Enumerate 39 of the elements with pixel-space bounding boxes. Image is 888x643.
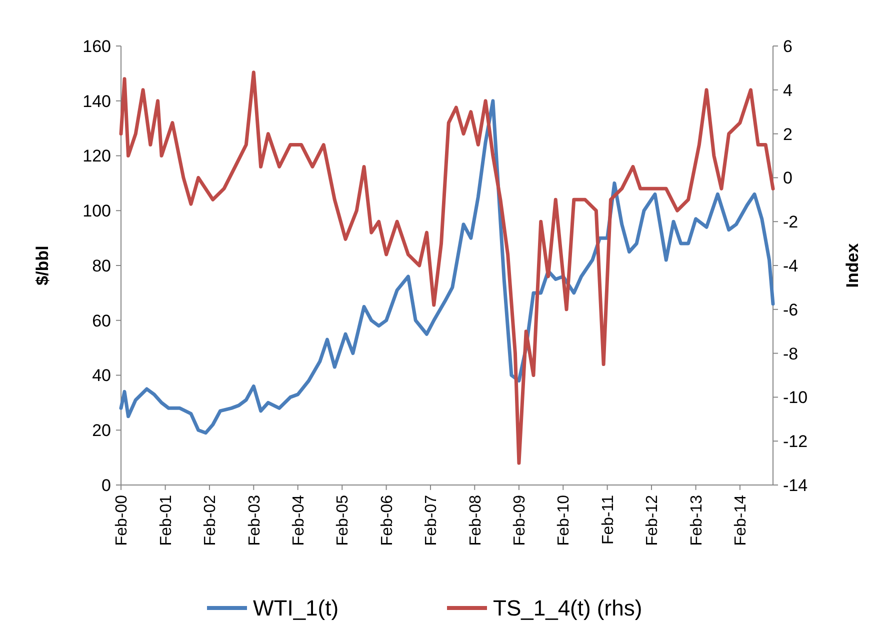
x-tick-label: Feb-01 — [158, 494, 175, 546]
y-tick-label: 100 — [82, 202, 111, 221]
y-tick-label: 80 — [92, 256, 111, 276]
y2-tick-label: -2 — [783, 212, 798, 232]
x-tick-label: Feb-02 — [202, 494, 220, 546]
x-tick-label: Feb-09 — [512, 494, 529, 546]
x-tick-label: Feb-03 — [246, 494, 264, 546]
y2-tick-label: -6 — [783, 300, 798, 320]
x-tick-label: Feb-08 — [467, 494, 484, 546]
y2-tick-label: 6 — [783, 36, 792, 56]
y-tick-label: 160 — [82, 36, 111, 56]
y-tick-label: 60 — [92, 311, 111, 330]
y2-tick-label: -12 — [783, 432, 808, 452]
y2-tick-label: -4 — [783, 256, 798, 276]
y2-tick-label: 0 — [783, 168, 792, 188]
y-axis-title: $/bbl — [33, 246, 52, 286]
x-tick-label: Feb-11 — [600, 494, 617, 545]
x-tick-label: Feb-07 — [423, 494, 440, 546]
y2-tick-label: -10 — [783, 388, 808, 408]
legend-label: WTI_1(t) — [253, 596, 339, 621]
y-tick-label: 20 — [92, 421, 111, 440]
x-tick-label: Feb-04 — [290, 494, 308, 546]
x-tick-label: Feb-14 — [732, 494, 750, 546]
legend-label: TS_1_4(t) (rhs) — [493, 596, 642, 621]
y-tick-label: 120 — [82, 146, 111, 166]
y2-axis-title: Index — [843, 242, 862, 288]
x-tick-label: Feb-00 — [114, 494, 131, 546]
y2-tick-label: 2 — [783, 124, 792, 144]
y2-tick-label: -8 — [783, 344, 798, 364]
y2-tick-label: 4 — [783, 80, 792, 100]
x-tick-label: Feb-06 — [378, 494, 396, 546]
y-tick-label: 140 — [82, 92, 111, 111]
x-tick-label: Feb-12 — [644, 494, 662, 546]
y-tick-label: 0 — [102, 476, 111, 495]
y-tick-label: 40 — [92, 366, 111, 386]
x-tick-label: Feb-13 — [688, 494, 706, 546]
y2-tick-label: -14 — [783, 476, 808, 495]
x-tick-label: Feb-05 — [334, 494, 352, 546]
x-tick-label: Feb-10 — [556, 494, 573, 546]
